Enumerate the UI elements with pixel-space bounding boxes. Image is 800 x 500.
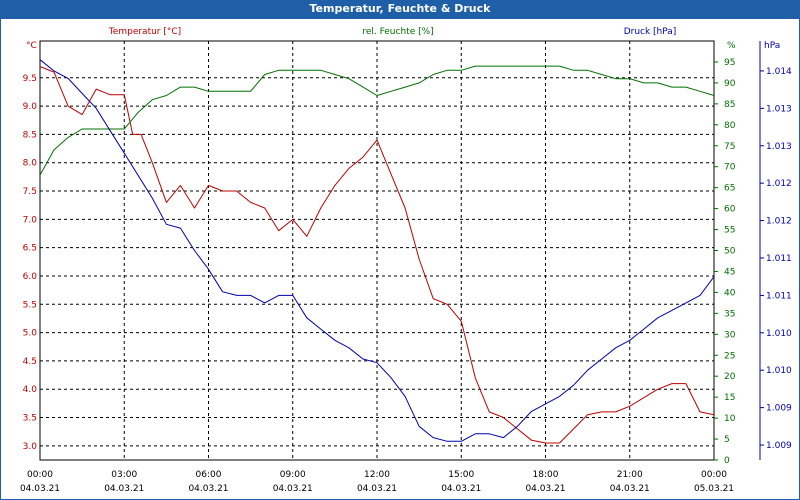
pressure-tick-label: 1.010: [766, 329, 792, 339]
x-tick-date: 04.03.21: [357, 484, 397, 494]
humidity-tick-label: 5: [724, 435, 730, 445]
pressure-axis-label: Druck [hPa]: [624, 27, 677, 37]
humidity-tick-label: 75: [724, 142, 735, 152]
x-tick-time: 00:00: [701, 470, 727, 480]
x-tick-time: 21:00: [617, 470, 643, 480]
pressure-tick-label: 1.013: [766, 142, 792, 152]
temperature-tick-label: 5.5: [23, 300, 37, 310]
x-tick-date: 04.03.21: [525, 484, 565, 494]
humidity-tick-label: 10: [724, 414, 736, 424]
pressure-tick-label: 1.012: [766, 217, 792, 227]
humidity-tick-label: 90: [724, 79, 736, 89]
temperature-tick-label: 7.5: [23, 187, 37, 197]
pressure-tick-label: 1.009: [766, 441, 792, 451]
temperature-tick-label: 8.0: [23, 159, 38, 169]
x-tick-date: 04.03.21: [273, 484, 313, 494]
series-lines: [39, 59, 715, 444]
humidity-tick-label: 70: [724, 163, 736, 173]
humidity-tick-label: 35: [724, 309, 735, 319]
humidity-tick-label: 95: [724, 58, 735, 68]
temperature-unit: °C: [26, 41, 37, 51]
humidity-tick-label: 25: [724, 351, 735, 361]
temperature-tick-label: 4.0: [23, 385, 38, 395]
x-tick-date: 04.03.21: [20, 484, 60, 494]
humidity-tick-label: 60: [724, 205, 736, 215]
temperature-tick-label: 6.0: [23, 272, 38, 282]
pressure-tick-label: 1.010: [766, 366, 792, 376]
temperature-tick-label: 7.0: [23, 215, 38, 225]
x-tick-date: 04.03.21: [610, 484, 650, 494]
humidity-tick-label: 40: [724, 288, 736, 298]
humidity-tick-label: 30: [724, 330, 736, 340]
x-tick-date: 04.03.21: [441, 484, 481, 494]
axis-labels: Temperatur [°C] rel. Feuchte [%] Druck […: [26, 27, 780, 51]
temperature-tick-label: 3.0: [23, 442, 38, 452]
temperature-tick-label: 4.5: [23, 357, 37, 367]
humidity-tick-label: 45: [724, 267, 735, 277]
x-tick-time: 12:00: [364, 470, 390, 480]
x-tick-date: 04.03.21: [188, 484, 228, 494]
tick-labels: 00:00 04.03.21 03:00 04.03.21 06:00 04.03.21 0…: [20, 41, 792, 494]
humidity-tick-label: 65: [724, 184, 735, 194]
temperature-axis-label: Temperatur [°C]: [108, 27, 181, 37]
pressure-series-line: [39, 59, 715, 442]
humidity-tick-label: 80: [724, 121, 736, 131]
grid-lines: [40, 41, 714, 460]
pressure-tick-label: 1.012: [766, 179, 792, 189]
pressure-tick-label: 1.011: [766, 291, 792, 301]
humidity-tick-label: 50: [724, 247, 736, 257]
humidity-axis-label: rel. Feuchte [%]: [362, 27, 433, 37]
x-tick-time: 03:00: [111, 470, 137, 480]
humidity-tick-label: 15: [724, 393, 735, 403]
humidity-unit: %: [727, 41, 736, 51]
humidity-tick-label: 85: [724, 100, 735, 110]
pressure-unit: hPa: [764, 41, 780, 51]
x-tick-date: 04.03.21: [104, 484, 144, 494]
temperature-tick-label: 6.5: [23, 244, 37, 254]
x-tick-time: 09:00: [280, 470, 306, 480]
humidity-tick-label: 0: [724, 456, 730, 466]
x-tick-time: 15:00: [448, 470, 474, 480]
pressure-tick-label: 1.014: [766, 67, 792, 77]
temperature-tick-label: 9.0: [23, 102, 38, 112]
temperature-series-line: [39, 66, 715, 444]
chart-title: Temperatur, Feuchte & Druck: [0, 0, 800, 18]
pressure-tick-label: 1.009: [766, 404, 792, 414]
temperature-tick-label: 9.5: [23, 74, 37, 84]
temperature-tick-label: 5.0: [23, 329, 38, 339]
pressure-tick-label: 1.011: [766, 254, 792, 264]
x-tick-time: 00:00: [27, 470, 53, 480]
x-tick-time: 18:00: [533, 470, 559, 480]
pressure-tick-label: 1.013: [766, 104, 792, 114]
temperature-tick-label: 8.5: [23, 130, 37, 140]
humidity-series-line: [39, 65, 715, 176]
temperature-tick-label: 3.5: [23, 414, 37, 424]
x-tick-date: 05.03.21: [694, 484, 734, 494]
humidity-tick-label: 20: [724, 372, 736, 382]
x-tick-time: 06:00: [196, 470, 222, 480]
humidity-tick-label: 55: [724, 226, 735, 236]
